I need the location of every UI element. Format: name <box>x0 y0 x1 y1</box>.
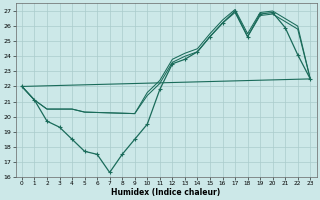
X-axis label: Humidex (Indice chaleur): Humidex (Indice chaleur) <box>111 188 221 197</box>
